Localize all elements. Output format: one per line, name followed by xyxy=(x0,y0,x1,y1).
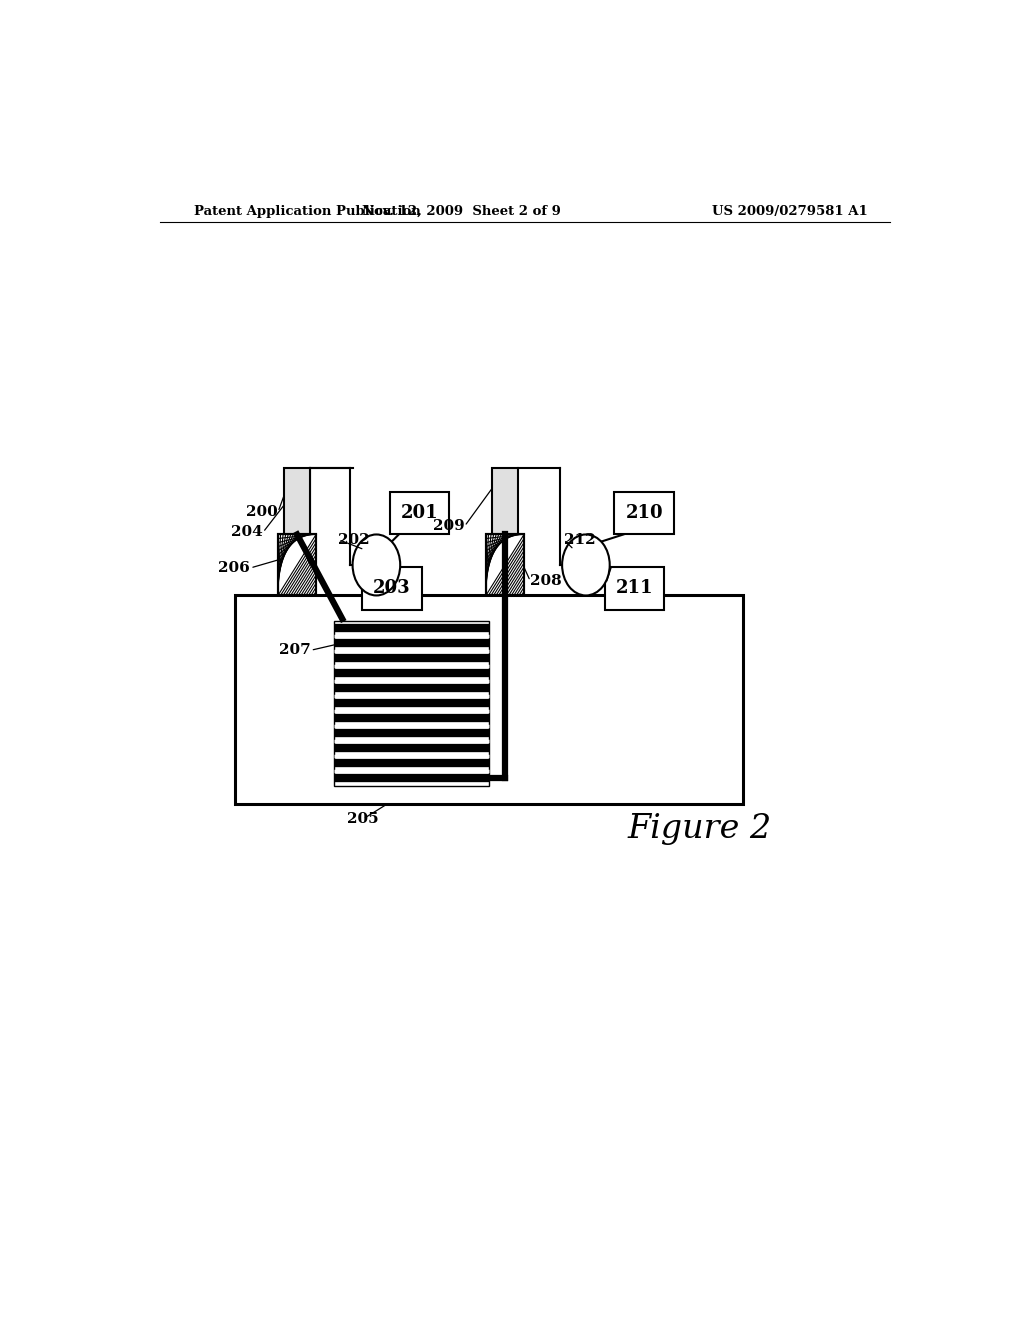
Text: 202: 202 xyxy=(338,532,370,546)
Text: 207: 207 xyxy=(279,643,310,657)
Text: US 2009/0279581 A1: US 2009/0279581 A1 xyxy=(712,205,867,218)
Text: 209: 209 xyxy=(433,519,465,533)
Text: Nov. 12, 2009  Sheet 2 of 9: Nov. 12, 2009 Sheet 2 of 9 xyxy=(361,205,561,218)
Bar xyxy=(486,535,524,595)
Bar xyxy=(493,469,518,535)
Bar xyxy=(362,568,422,610)
Text: Patent Application Publication: Patent Application Publication xyxy=(194,205,421,218)
Bar xyxy=(278,535,316,595)
Bar xyxy=(605,568,665,610)
Text: 210: 210 xyxy=(626,504,664,523)
Bar xyxy=(278,535,316,595)
Circle shape xyxy=(562,535,609,595)
Text: 211: 211 xyxy=(616,579,653,598)
Text: 212: 212 xyxy=(563,532,595,546)
Text: 206: 206 xyxy=(218,561,250,576)
Text: 201: 201 xyxy=(400,504,438,523)
Bar xyxy=(236,595,743,804)
Text: 203: 203 xyxy=(373,579,411,598)
Circle shape xyxy=(352,535,400,595)
Text: 205: 205 xyxy=(347,812,379,826)
Text: 204: 204 xyxy=(231,525,263,540)
Text: Figure 2: Figure 2 xyxy=(628,813,772,845)
Text: 208: 208 xyxy=(530,574,562,589)
Bar xyxy=(390,492,450,535)
Bar xyxy=(285,469,309,535)
Bar xyxy=(614,492,674,535)
Bar xyxy=(334,620,489,785)
Text: 200: 200 xyxy=(246,506,278,519)
Bar xyxy=(486,535,524,595)
